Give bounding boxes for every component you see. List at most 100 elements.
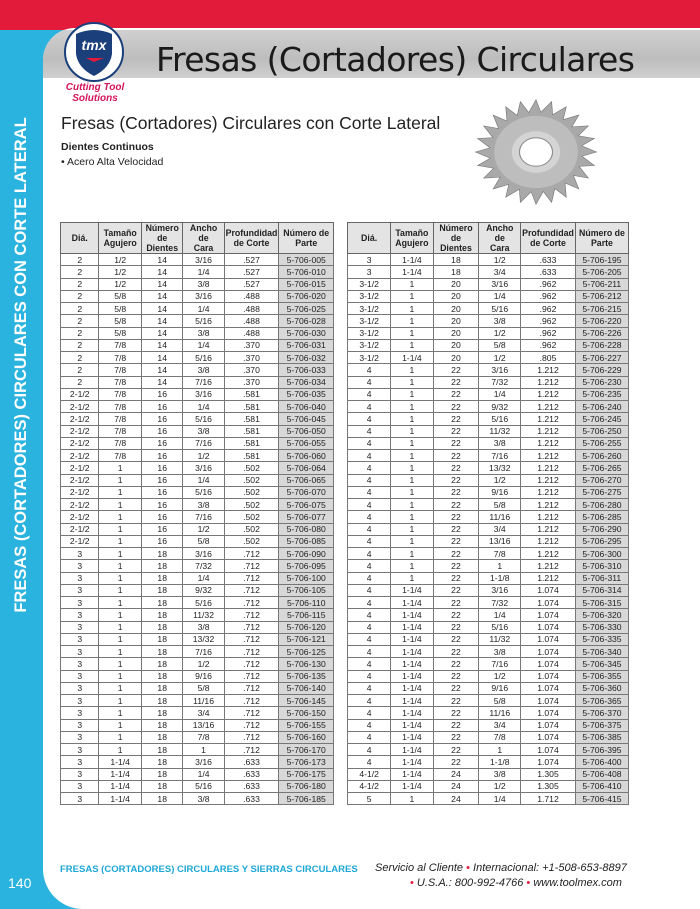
cut-depth-cell: .712 [223, 595, 280, 610]
tagline-line: Cutting Tool [65, 82, 125, 93]
face-width-cell: 1/4 [182, 571, 225, 585]
face-width-cell: 5/8 [478, 497, 522, 512]
table-row: 3-1/2 1-1/4 20 1/2.805 5-706-227 [346, 350, 630, 365]
part-number-cell: 5-706-410 [574, 779, 630, 794]
cut-depth-cell: 1.305 [520, 779, 576, 794]
cut-depth-cell: 1.212 [520, 497, 576, 512]
bore-size-cell: 1 [390, 412, 434, 426]
cut-depth-cell: .712 [223, 730, 280, 745]
table-row: 4 1-1/4 22 5/8 1.074 5-706-365 [346, 693, 630, 708]
teeth-cell: 18 [140, 693, 184, 708]
part-number-cell: 5-706-345 [574, 657, 630, 671]
bore-size-cell: 1-1/4 [390, 350, 434, 365]
table-row: 4 1-1/4 22 3/4 1.074 5-706-375 [346, 718, 630, 732]
face-width-cell: 3/16 [182, 546, 225, 561]
section-title: Fresas (Cortadores) Circulares con Corte… [61, 113, 441, 133]
face-width-cell: 1/4 [182, 301, 225, 316]
part-number-cell: 5-706-227 [574, 350, 630, 365]
teeth-cell: 22 [432, 375, 480, 389]
teeth-cell: 22 [432, 742, 480, 757]
face-width-cell: 3/8 [182, 326, 225, 340]
teeth-cell: 22 [432, 718, 480, 732]
table-row: 4 1 22 1/2 1.212 5-706-270 [346, 473, 630, 487]
teeth-cell: 18 [140, 681, 184, 696]
part-number-cell: 5-706-028 [278, 314, 334, 328]
teeth-cell: 16 [140, 387, 184, 402]
table-row: 2-1/2 7/8 16 1/4.581 5-706-040 [59, 399, 334, 414]
table-row: 4 1 22 3/16 1.212 5-706-229 [346, 363, 630, 377]
table-row: 4 1 22 9/16 1.212 5-706-275 [346, 485, 630, 500]
teeth-cell: 18 [140, 767, 184, 781]
cut-depth-cell: .581 [223, 399, 280, 414]
bore-size-cell: 1-1/4 [390, 595, 434, 610]
teeth-cell: 22 [432, 620, 480, 634]
dia-cell: 4-1/2 [346, 779, 392, 794]
part-number-cell: 5-706-020 [278, 289, 334, 304]
part-number-cell: 5-706-120 [278, 620, 334, 634]
teeth-cell: 20 [432, 277, 480, 291]
cut-depth-cell: .527 [223, 265, 280, 279]
table-row: 2 1/2 14 3/8.527 5-706-015 [59, 277, 334, 291]
table-row: 3 1 18 11/16.712 5-706-145 [59, 693, 334, 708]
face-width-cell: 3/8 [478, 644, 522, 659]
bore-size-cell: 1/2 [98, 277, 142, 291]
face-width-cell: 1-1/8 [478, 755, 522, 769]
cut-depth-cell: .502 [223, 534, 280, 549]
part-number-cell: 5-706-365 [574, 693, 630, 708]
dia-cell: 3 [59, 742, 100, 757]
bore-size-cell: 1 [98, 595, 142, 610]
cut-depth-cell: .581 [223, 436, 280, 451]
website-link[interactable]: www.toolmex.com [533, 877, 622, 889]
bore-size-cell: 1 [98, 583, 142, 598]
bore-size-cell: 1 [98, 693, 142, 708]
cut-depth-cell: 1.212 [520, 571, 576, 585]
logo-tagline: Cutting Tool Solutions [60, 82, 130, 104]
header-bar: Fresas (Cortadores) Circulares [43, 30, 700, 79]
bore-size-cell: 1-1/4 [390, 265, 434, 279]
face-width-cell: 7/8 [478, 730, 522, 745]
face-width-cell: 5/16 [182, 779, 225, 794]
face-width-cell: 3/16 [478, 277, 522, 291]
part-number-cell: 5-706-105 [278, 583, 334, 598]
table-row: 4 1 22 7/16 1.212 5-706-260 [346, 448, 630, 463]
teeth-cell: 22 [432, 424, 480, 438]
bore-size-cell: 1/2 [98, 265, 142, 279]
table-row: 2-1/2 1 16 5/8.502 5-706-085 [59, 534, 334, 549]
teeth-cell: 20 [432, 301, 480, 316]
part-number-cell: 5-706-375 [574, 718, 630, 732]
table-row: 3 1-1/4 18 1/4.633 5-706-175 [59, 767, 334, 781]
face-width-cell: 1/4 [182, 399, 225, 414]
bore-size-cell: 1 [98, 546, 142, 561]
cut-depth-cell: 1.074 [520, 755, 576, 769]
part-number-cell: 5-706-110 [278, 595, 334, 610]
bore-size-cell: 1 [390, 399, 434, 414]
dia-cell: 3 [59, 644, 100, 659]
bore-size-cell: 1 [390, 338, 434, 353]
cut-depth-cell: 1.074 [520, 718, 576, 732]
face-width-cell: 1/2 [478, 350, 522, 365]
teeth-cell: 22 [432, 546, 480, 561]
table-row: 2-1/2 7/8 16 3/16.581 5-706-035 [59, 387, 334, 402]
cut-depth-cell: .370 [223, 363, 280, 377]
table-header-row: Diá. Tamaño Agujero Número de Dientes Ancho d… [346, 222, 630, 254]
teeth-cell: 22 [432, 755, 480, 769]
table-row: 3-1/2 1 20 3/8.962 5-706-220 [346, 314, 630, 328]
teeth-cell: 20 [432, 338, 480, 353]
face-width-cell: 1 [478, 742, 522, 757]
part-number-cell: 5-706-212 [574, 289, 630, 304]
face-width-cell: 1/2 [478, 326, 522, 340]
teeth-cell: 14 [140, 265, 184, 279]
cut-depth-cell: 1.074 [520, 620, 576, 634]
dia-cell: 2 [59, 265, 100, 279]
cut-depth-cell: .712 [223, 706, 280, 720]
bore-size-cell: 1 [98, 742, 142, 757]
table-row: 3 1 18 1.712 5-706-170 [59, 742, 334, 757]
svg-text:tmx: tmx [82, 37, 108, 53]
table-row: 3 1 18 5/8.712 5-706-140 [59, 681, 334, 696]
column-header: Ancho de Cara [182, 222, 225, 254]
teeth-cell: 14 [140, 375, 184, 389]
part-number-cell: 5-706-310 [574, 559, 630, 573]
table-row: 2 7/8 14 7/16.370 5-706-034 [59, 375, 334, 389]
dia-cell: 4 [346, 424, 392, 438]
cut-depth-cell: 1.212 [520, 375, 576, 389]
